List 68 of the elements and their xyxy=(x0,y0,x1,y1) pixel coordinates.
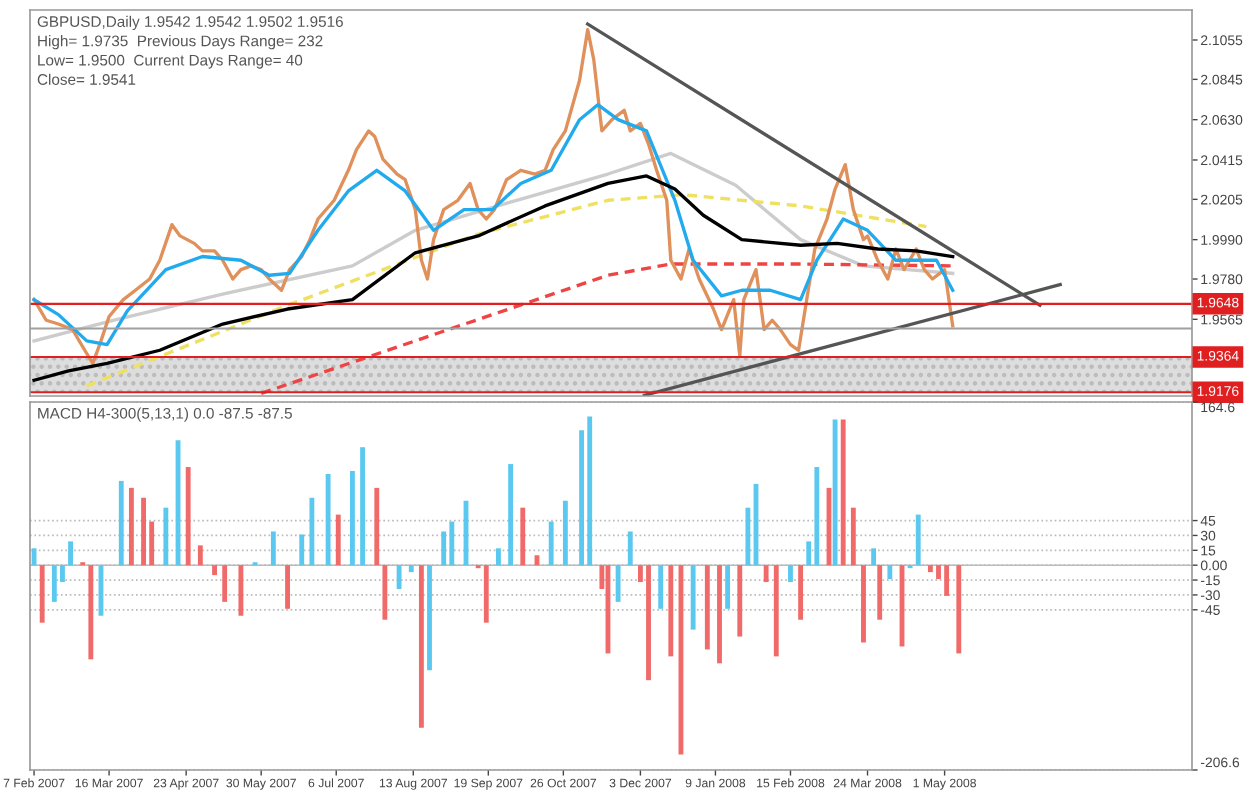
bar xyxy=(427,565,432,671)
bar xyxy=(690,565,696,630)
bar xyxy=(335,514,341,566)
bar xyxy=(39,565,45,623)
bar xyxy=(658,565,664,609)
bar xyxy=(668,565,674,657)
bar xyxy=(408,565,414,573)
bar xyxy=(396,565,402,589)
bar xyxy=(737,565,743,637)
bar xyxy=(877,565,883,620)
bar xyxy=(927,565,933,573)
line-series xyxy=(32,174,955,382)
bar xyxy=(814,467,820,566)
bar xyxy=(763,565,769,583)
bar xyxy=(956,565,962,654)
bar xyxy=(360,447,366,566)
bar xyxy=(627,531,633,566)
bar xyxy=(449,521,455,566)
bar xyxy=(51,565,57,602)
bar xyxy=(840,419,846,566)
bar xyxy=(141,497,146,566)
bar xyxy=(944,565,950,596)
bar xyxy=(88,565,94,660)
bar xyxy=(118,480,124,566)
bar xyxy=(861,565,866,643)
line-series xyxy=(85,192,929,388)
bar xyxy=(212,565,217,576)
bar xyxy=(197,545,203,566)
bar xyxy=(615,565,621,602)
bar xyxy=(915,514,921,566)
bar xyxy=(68,541,73,566)
bar xyxy=(717,565,722,664)
bar xyxy=(299,534,305,566)
bar xyxy=(562,500,568,566)
bar xyxy=(887,565,893,580)
line-series xyxy=(32,103,955,347)
bar xyxy=(832,419,838,566)
bar xyxy=(374,487,380,566)
line-series xyxy=(32,28,955,366)
bar xyxy=(850,507,856,566)
line-series xyxy=(259,262,955,396)
bar xyxy=(128,487,134,566)
bar xyxy=(798,565,804,620)
bar xyxy=(382,565,388,620)
bar xyxy=(520,507,526,566)
bar xyxy=(548,521,554,566)
bar xyxy=(773,565,779,657)
bar xyxy=(704,565,710,650)
bar xyxy=(745,507,751,566)
line-series xyxy=(32,151,955,343)
bar xyxy=(725,565,731,609)
bar xyxy=(270,531,276,566)
bar xyxy=(418,565,424,728)
bar xyxy=(309,497,315,566)
bar xyxy=(185,467,191,566)
bar xyxy=(871,548,877,566)
bar xyxy=(587,416,593,566)
bar xyxy=(788,565,793,583)
bar xyxy=(508,464,514,566)
bar xyxy=(350,471,355,566)
bar xyxy=(496,548,501,566)
bar xyxy=(238,565,244,616)
bar xyxy=(163,507,169,566)
bar xyxy=(285,565,290,609)
bar xyxy=(222,565,228,602)
bar xyxy=(325,473,331,566)
bar xyxy=(646,565,651,681)
bar xyxy=(483,565,489,623)
